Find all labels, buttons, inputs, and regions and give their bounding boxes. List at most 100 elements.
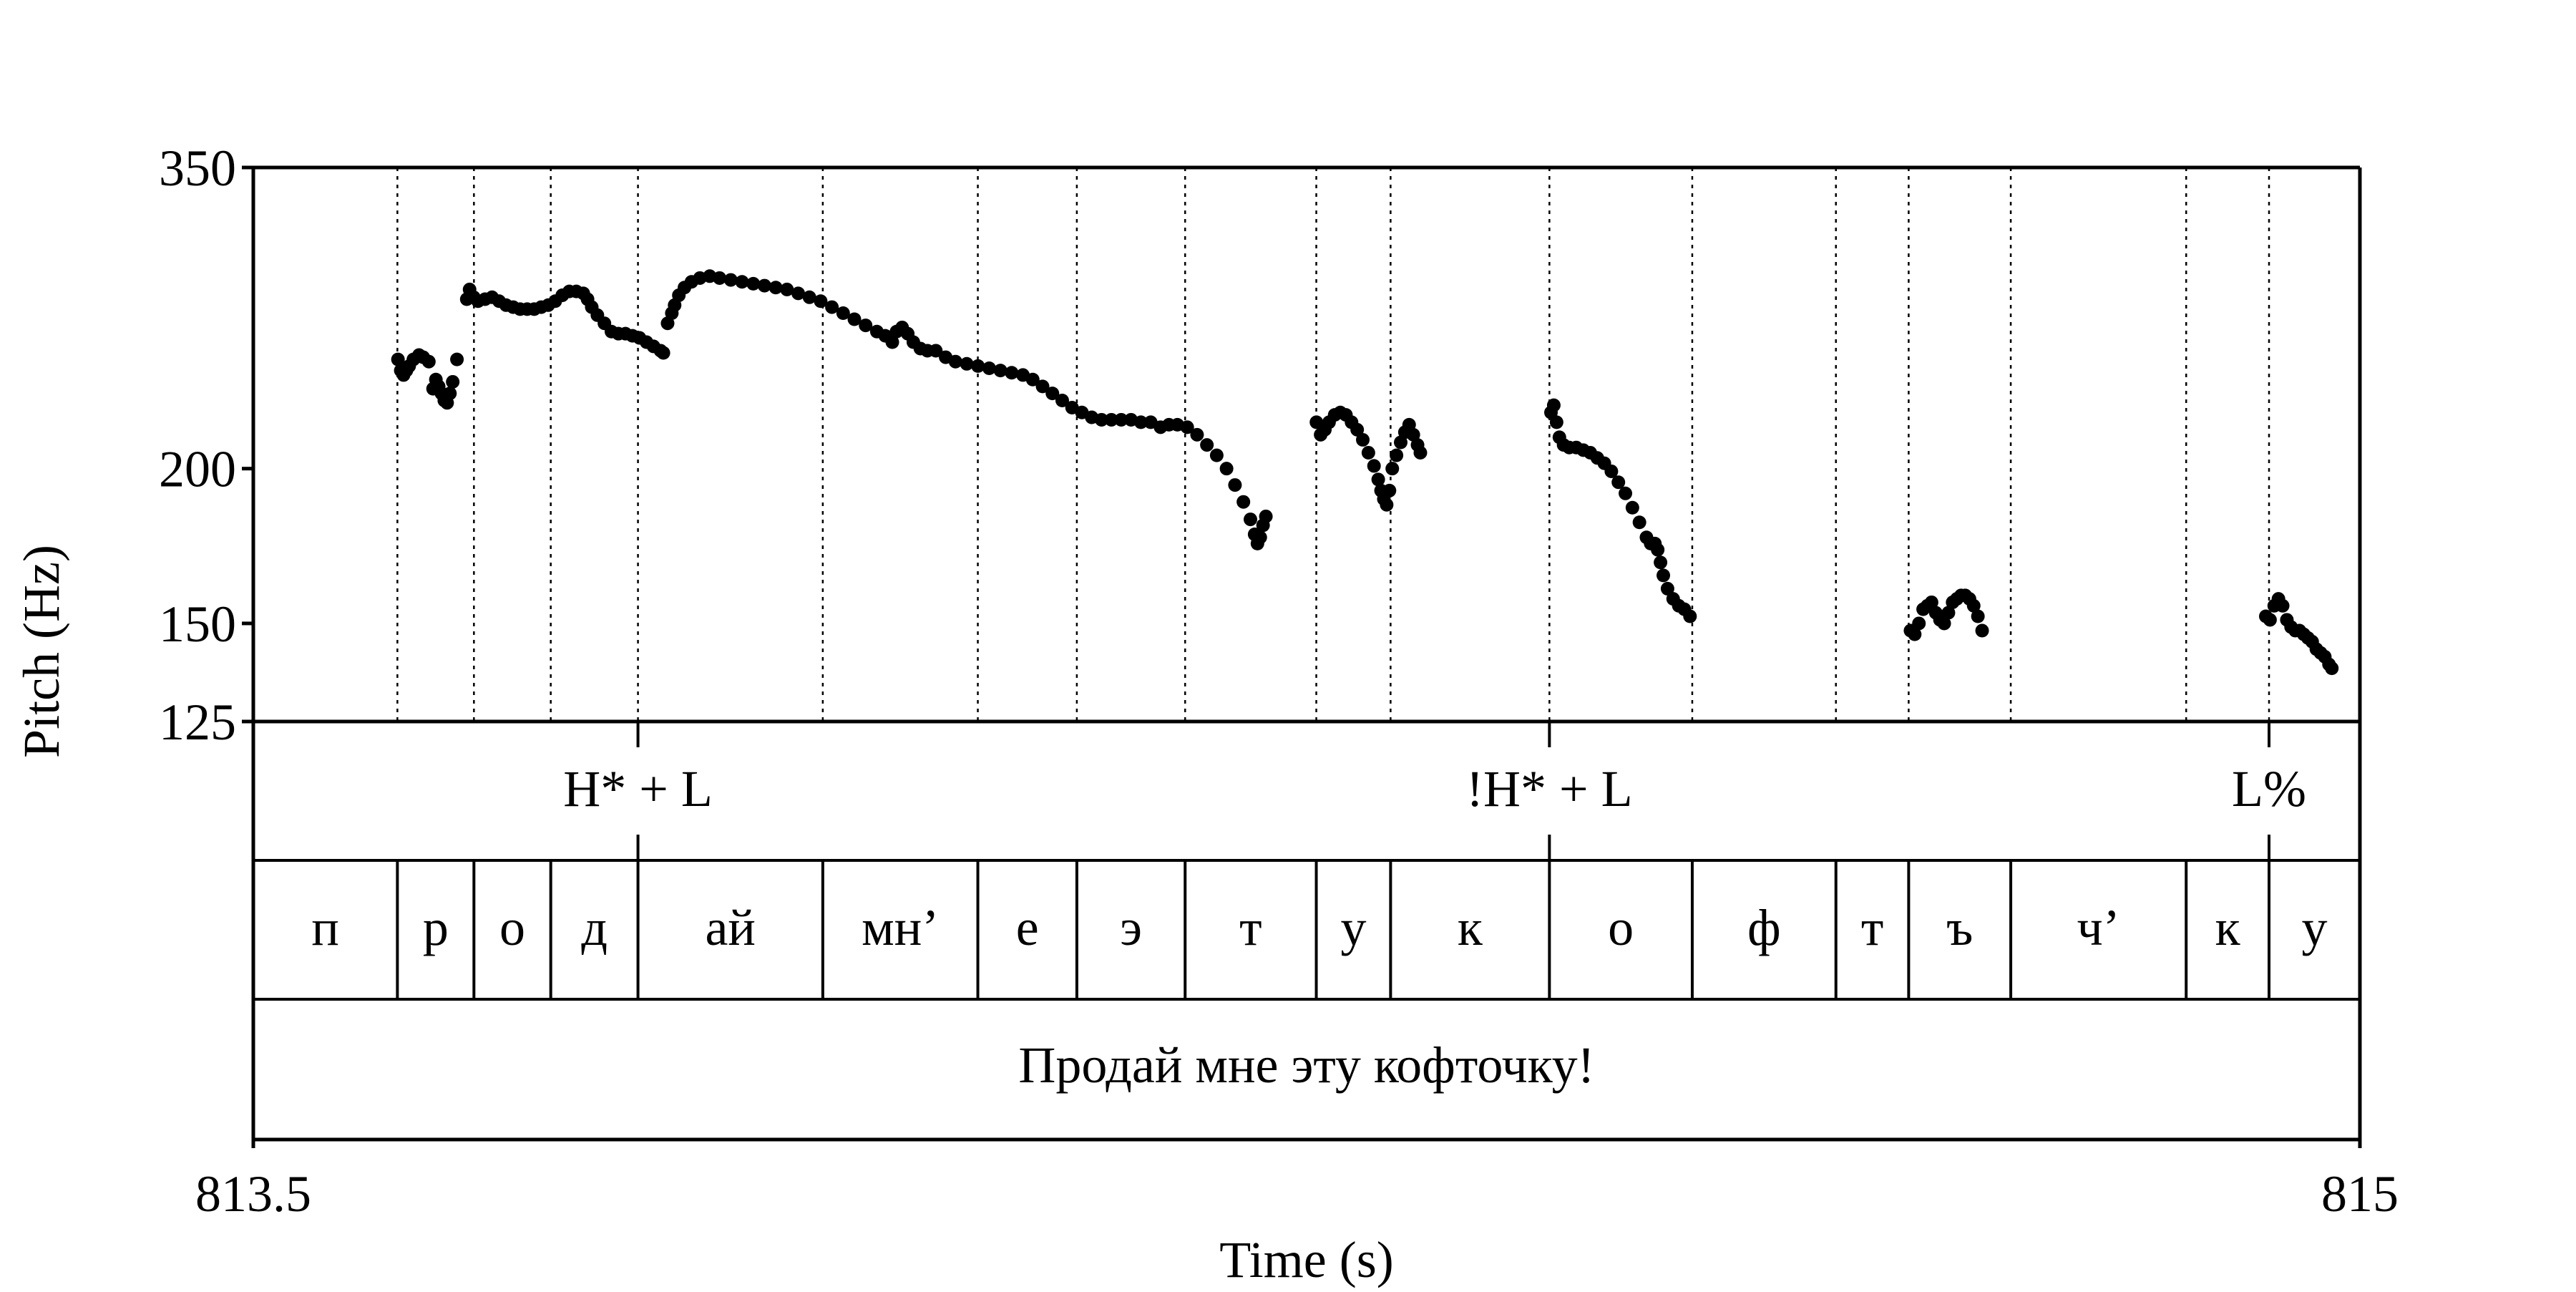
pitch-point-6-2 [1908,627,1922,641]
pitch-point-1-18 [450,352,464,366]
pitch-point-5-16 [1632,515,1646,530]
pitch-point-5-15 [1625,500,1639,515]
pitch-point-4-25 [1413,445,1428,460]
pitch-point-4-23 [1406,427,1420,442]
pitch-point-7-5 [2275,598,2290,613]
pitch-point-3-38 [993,364,1008,378]
x-tick-label-end: 815 [2321,1165,2399,1223]
pitch-point-3-34 [948,354,962,369]
pitch-point-3-58 [1190,427,1204,442]
pitch-point-3-32 [929,344,943,358]
pitch-point-1-17 [446,374,460,389]
segment-label-17: к [2215,899,2241,956]
segment-label-6: мн’ [862,899,939,956]
pitch-point-4-16 [1380,497,1394,512]
segment-label-1: п [311,899,339,956]
pitch-point-3-59 [1200,438,1214,452]
pitch-point-3-39 [1005,366,1019,380]
pitch-point-6-17 [1971,609,1985,623]
pitch-point-3-19 [825,300,839,314]
pitch-point-5-20 [1651,543,1665,557]
pitch-point-3-36 [971,359,985,373]
pitch-point-3-60 [1209,448,1224,462]
pitch-point-4-12 [1367,459,1381,473]
pitch-point-5-21 [1654,555,1668,570]
pitch-point-3-37 [982,361,996,375]
pitch-point-3-63 [1236,495,1251,509]
pitch-point-3-35 [960,356,974,371]
pitch-point-3-41 [1025,372,1040,387]
pitch-point-3-9 [713,271,727,285]
pitch-point-3-12 [746,276,761,291]
segment-label-9: т [1239,899,1262,956]
pitch-point-3-22 [859,319,873,333]
sentence-label: Продай мне эту кофточку! [1018,1036,1594,1094]
pitch-point-3-15 [780,282,794,296]
y-tick-label-350: 350 [159,140,236,197]
pitch-point-3-10 [723,273,738,287]
segment-label-14: т [1861,899,1883,956]
tone-label-2: !H* + L [1466,760,1633,817]
pitch-point-4-10 [1356,432,1370,447]
pitch-point-5-3 [1549,415,1563,429]
y-tick-label-200: 200 [159,441,236,498]
segment-label-18: у [2302,899,2328,956]
pitch-point-3-17 [802,290,816,304]
pitch-point-3-48 [1094,412,1108,427]
pitch-point-4-17 [1382,483,1397,497]
pitch-point-5-13 [1611,475,1626,490]
segment-label-8: э [1120,899,1142,956]
segment-label-7: е [1016,899,1039,956]
pitch-point-1-16 [443,387,457,401]
pitch-point-5-2 [1546,398,1561,412]
y-tick-label-125: 125 [159,694,236,751]
pitch-point-3-50 [1114,412,1128,427]
pitch-point-4-18 [1385,462,1400,476]
pitch-point-6-6 [1924,595,1938,609]
segment-label-11: к [1458,899,1483,956]
pitch-point-6-3 [1912,616,1926,631]
pitch-point-3-69 [1259,509,1273,523]
pitch-point-3-11 [735,275,749,289]
pitch-point-3-52 [1133,415,1148,429]
pitch-point-4-9 [1350,422,1365,437]
pitch-point-6-16 [1966,598,1981,613]
pitch-point-6-9 [1937,616,1951,631]
pitch-point-1-9 [421,354,436,369]
pitch-point-3-64 [1243,513,1257,527]
segment-label-15: ъ [1946,899,1973,956]
pitch-point-3-61 [1219,462,1234,476]
pitch-point-3-67 [1253,530,1267,545]
pitch-point-3-43 [1045,387,1060,401]
pitch-point-5-23 [1660,581,1674,596]
pitch-point-3-14 [769,281,783,295]
pitch-point-3-42 [1035,379,1050,394]
y-tick-label-150: 150 [159,596,236,653]
pitch-point-3-49 [1104,412,1118,427]
pitch-point-3-57 [1180,420,1194,434]
y-axis-title: Pitch (Hz) [13,545,70,758]
segment-label-5: ай [705,899,756,956]
segment-label-10: у [1340,899,1366,956]
pitch-point-3-20 [836,306,850,320]
pitch-point-3-44 [1055,393,1069,407]
segment-label-16: ч’ [2077,899,2120,956]
segment-label-12: о [1608,899,1634,956]
pitch-point-4-13 [1371,472,1385,487]
pitch-point-3-13 [757,278,771,293]
pitch-point-7-2 [2263,613,2277,627]
segment-label-2: р [423,899,449,956]
pitch-point-3-21 [847,312,862,326]
pitch-point-3-18 [814,294,828,309]
x-axis-title: Time (s) [1219,1231,1393,1288]
segment-label-13: ф [1747,899,1781,956]
pitch-point-3-25 [885,335,899,349]
pitch-point-6-18 [1975,623,1989,638]
pitch-point-4-19 [1390,448,1404,462]
pitch-point-1-1 [391,352,405,366]
tone-label-3: L% [2232,760,2306,817]
pitch-point-5-27 [1683,609,1697,623]
pitch-point-5-14 [1619,486,1633,500]
